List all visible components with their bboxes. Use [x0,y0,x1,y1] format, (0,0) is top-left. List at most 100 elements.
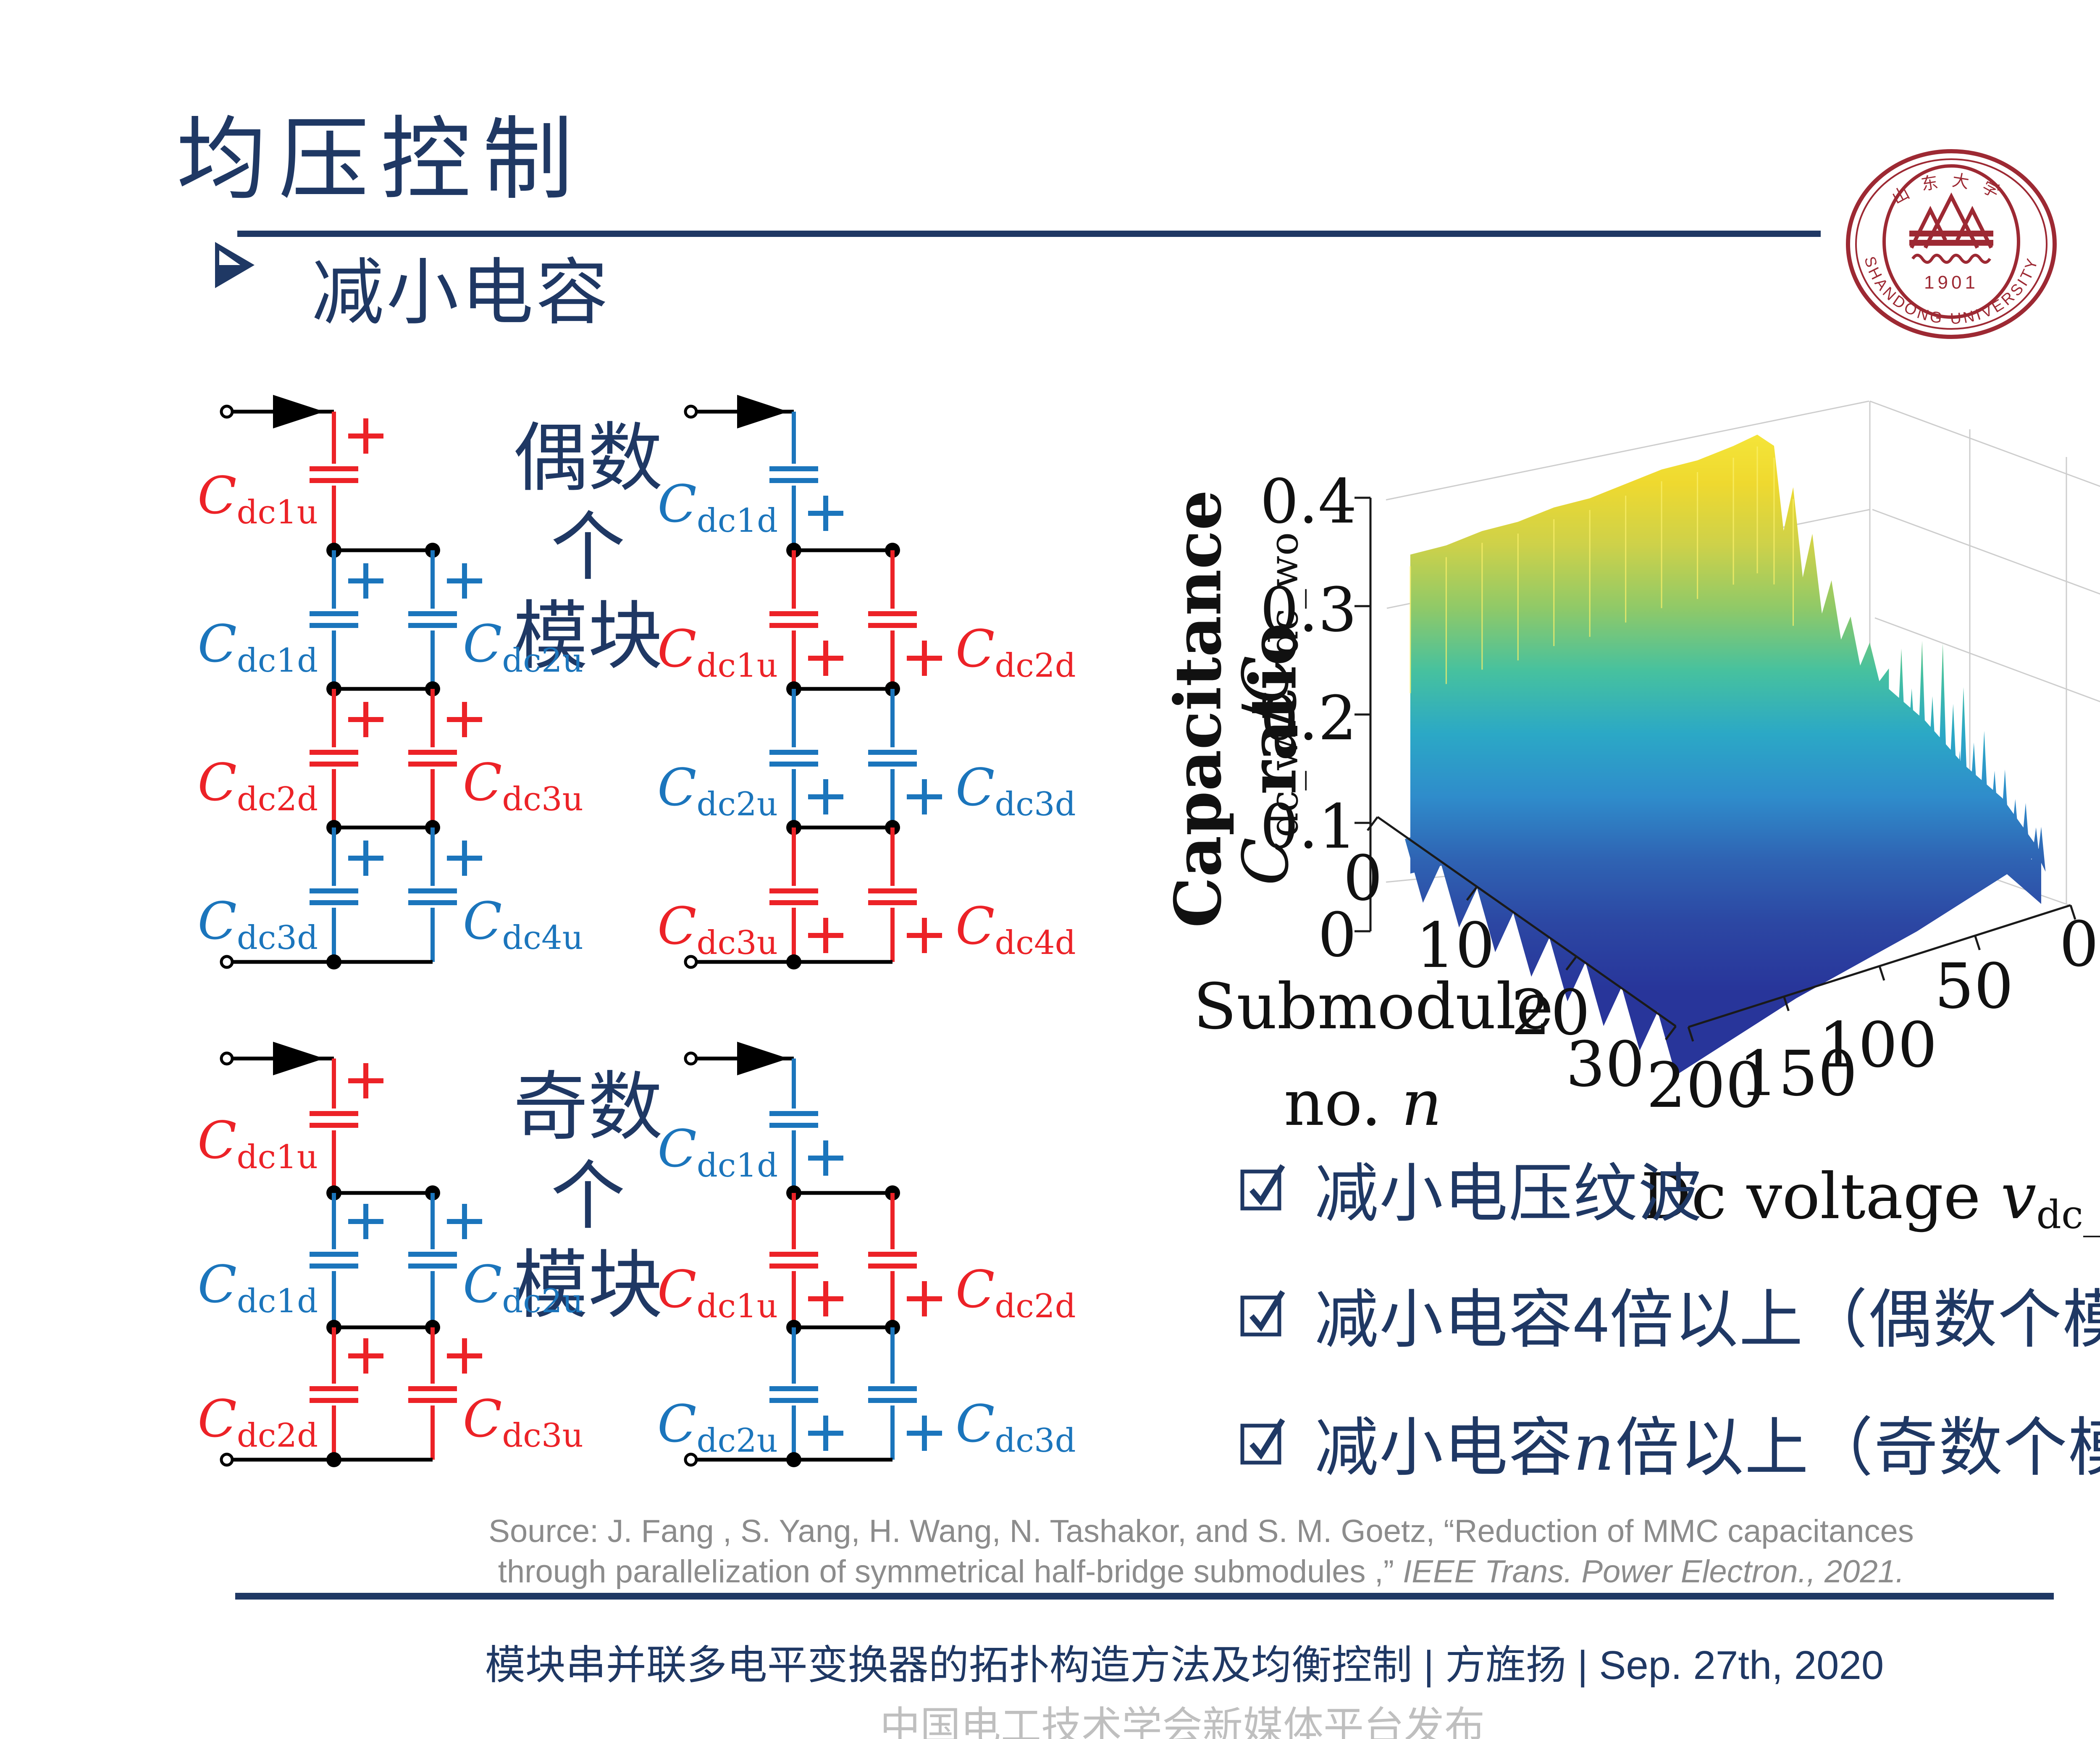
plus-sign [447,563,482,599]
junction-dot [786,1452,801,1467]
y-tick [1974,935,1981,951]
ztick-0.1: 0.1 [1260,791,1357,862]
plus-sign [447,841,482,876]
x-tick [1665,1025,1677,1040]
current-arrow-icon [737,395,788,428]
caption-odd-modules: 奇数个 模块 [513,1064,663,1329]
capacitor-label-dc1u: Cdc1u [197,1111,318,1176]
x-tick [1367,816,1378,831]
surface-spike [1864,674,1876,813]
input-terminal [684,1051,698,1066]
y-tick [2069,905,2076,920]
junction-dot [326,954,341,969]
logo-year: 1901 [1924,272,1979,293]
x-tick [1565,956,1578,971]
chart-ylabel: Dc voltage vdc_ref (V) [1641,1160,2100,1237]
xtick-0: 0 [1343,842,1383,914]
plus-sign [808,496,843,531]
capacitor-label-dc1u: Cdc1u [197,466,318,531]
current-arrow-icon [737,1042,788,1075]
junction-dot [326,1452,341,1467]
box-gridline [1872,509,2100,595]
ztick-0.3: 0.3 [1260,575,1357,646]
capacitor-label-dc2u: Cdc2u [657,1394,778,1460]
capacitor-label-dc3d: Cdc3d [197,891,318,957]
plus-sign [808,1281,843,1316]
capacitor-label-dc2u: Cdc2u [463,1255,583,1320]
current-arrow-icon [273,1042,324,1075]
capacitor-label-dc2d: Cdc2d [197,753,318,818]
y-tick [1878,966,1885,981]
plus-sign [808,641,843,676]
plus-sign [907,1281,942,1316]
x-tick [1466,886,1478,901]
box-gridline [1386,400,1869,501]
circuit-odd-modules-2: Cdc1d Cdc1u Cdc2d Cdc2u Cdc3d [657,1042,1076,1467]
chart-xlabel-line1: Submodule [1193,970,1554,1043]
logo-outer-ring2 [1855,158,2048,330]
capacitor-label-dc1d: Cdc1d [657,1119,778,1185]
ytick-0: 0 [2059,908,2099,980]
page-title: 均压控制 [176,107,585,212]
plus-sign [907,1416,942,1451]
chart-xlabel-line2: no. n [1284,1067,1442,1140]
y-tick [1783,996,1790,1011]
circuit-even-modules-1: Cdc1u Cdc1d Cdc2u Cdc2d Cdc3u Cdc3d Cdc4u [197,395,583,969]
plus-sign [907,779,942,814]
output-terminal [684,1453,698,1467]
logo-text-cn: 山东大学 [1889,171,2014,208]
capacitor-label-dc3u: Cdc3u [463,1389,583,1455]
capacitor-label-dc1d: Cdc1d [197,1255,318,1320]
input-terminal [684,405,698,419]
source-citation: Source: J. Fang , S. Yang, H. Wang, N. T… [361,1511,2041,1592]
plus-sign [808,918,843,953]
current-arrow-icon [273,395,324,428]
output-terminal [220,955,234,969]
capacitor-label-dc1d: Cdc1d [657,474,778,540]
checklist-item-ripple: 减小电压纹波 [1239,1151,1703,1229]
capacitor-label-dc3d: Cdc3d [956,758,1076,823]
checklist-text: 减小电压纹波 [1315,1158,1703,1229]
bullet-text: 减小电容 [312,250,611,335]
ytick-100: 100 [1819,1009,1937,1081]
watermark-text: 中国电工技术学会新媒体平台发布 [880,1704,1485,1739]
plus-sign [348,702,383,737]
chart-zlabel-line1: Capacitance ratio [1160,490,1311,928]
plus-sign [348,563,383,599]
x-axis [1377,816,1677,1027]
capacitor-label-dc3u: Cdc3u [657,896,778,962]
plus-sign [348,1338,383,1374]
plus-sign [808,1140,843,1176]
xtick-10: 10 [1415,909,1495,982]
plus-sign [447,702,482,737]
plus-sign [808,1416,843,1451]
capacitor-label-dc2d: Cdc2d [956,619,1076,685]
plus-sign [348,841,383,876]
footer-divider [235,1593,2054,1600]
surface-body [1405,686,2041,1075]
plus-sign [907,918,942,953]
plus-sign [348,418,383,454]
xtick-30: 30 [1565,1028,1645,1101]
checkbox-checked-icon [1240,1418,1285,1464]
circuit-odd-modules-1: Cdc1u Cdc1d Cdc2u Cdc2d Cdc3u [197,1042,583,1467]
plus-sign [348,1063,383,1098]
surface-chart [1354,400,2100,1075]
checkbox-checked-icon [1240,1290,1285,1336]
plus-sign [907,641,942,676]
title-underline [237,231,1821,237]
capacitor-label-dc3u: Cdc3u [463,753,583,818]
capacitor-label-dc1u: Cdc1u [657,619,778,685]
box-gridline [1869,400,2100,487]
junction-dot [786,954,801,969]
surface-wall-ridge [1410,434,1889,874]
source-line1: Source: J. Fang , S. Yang, H. Wang, N. T… [488,1513,1914,1549]
shandong-university-logo: 山东大学 SHANDONG UNIVERSITY 1901 [1846,149,2057,339]
capacitor-label-dc2u: Cdc2u [657,758,778,823]
output-terminal [684,955,698,969]
capacitor-label-dc3d: Cdc3d [956,1394,1076,1460]
